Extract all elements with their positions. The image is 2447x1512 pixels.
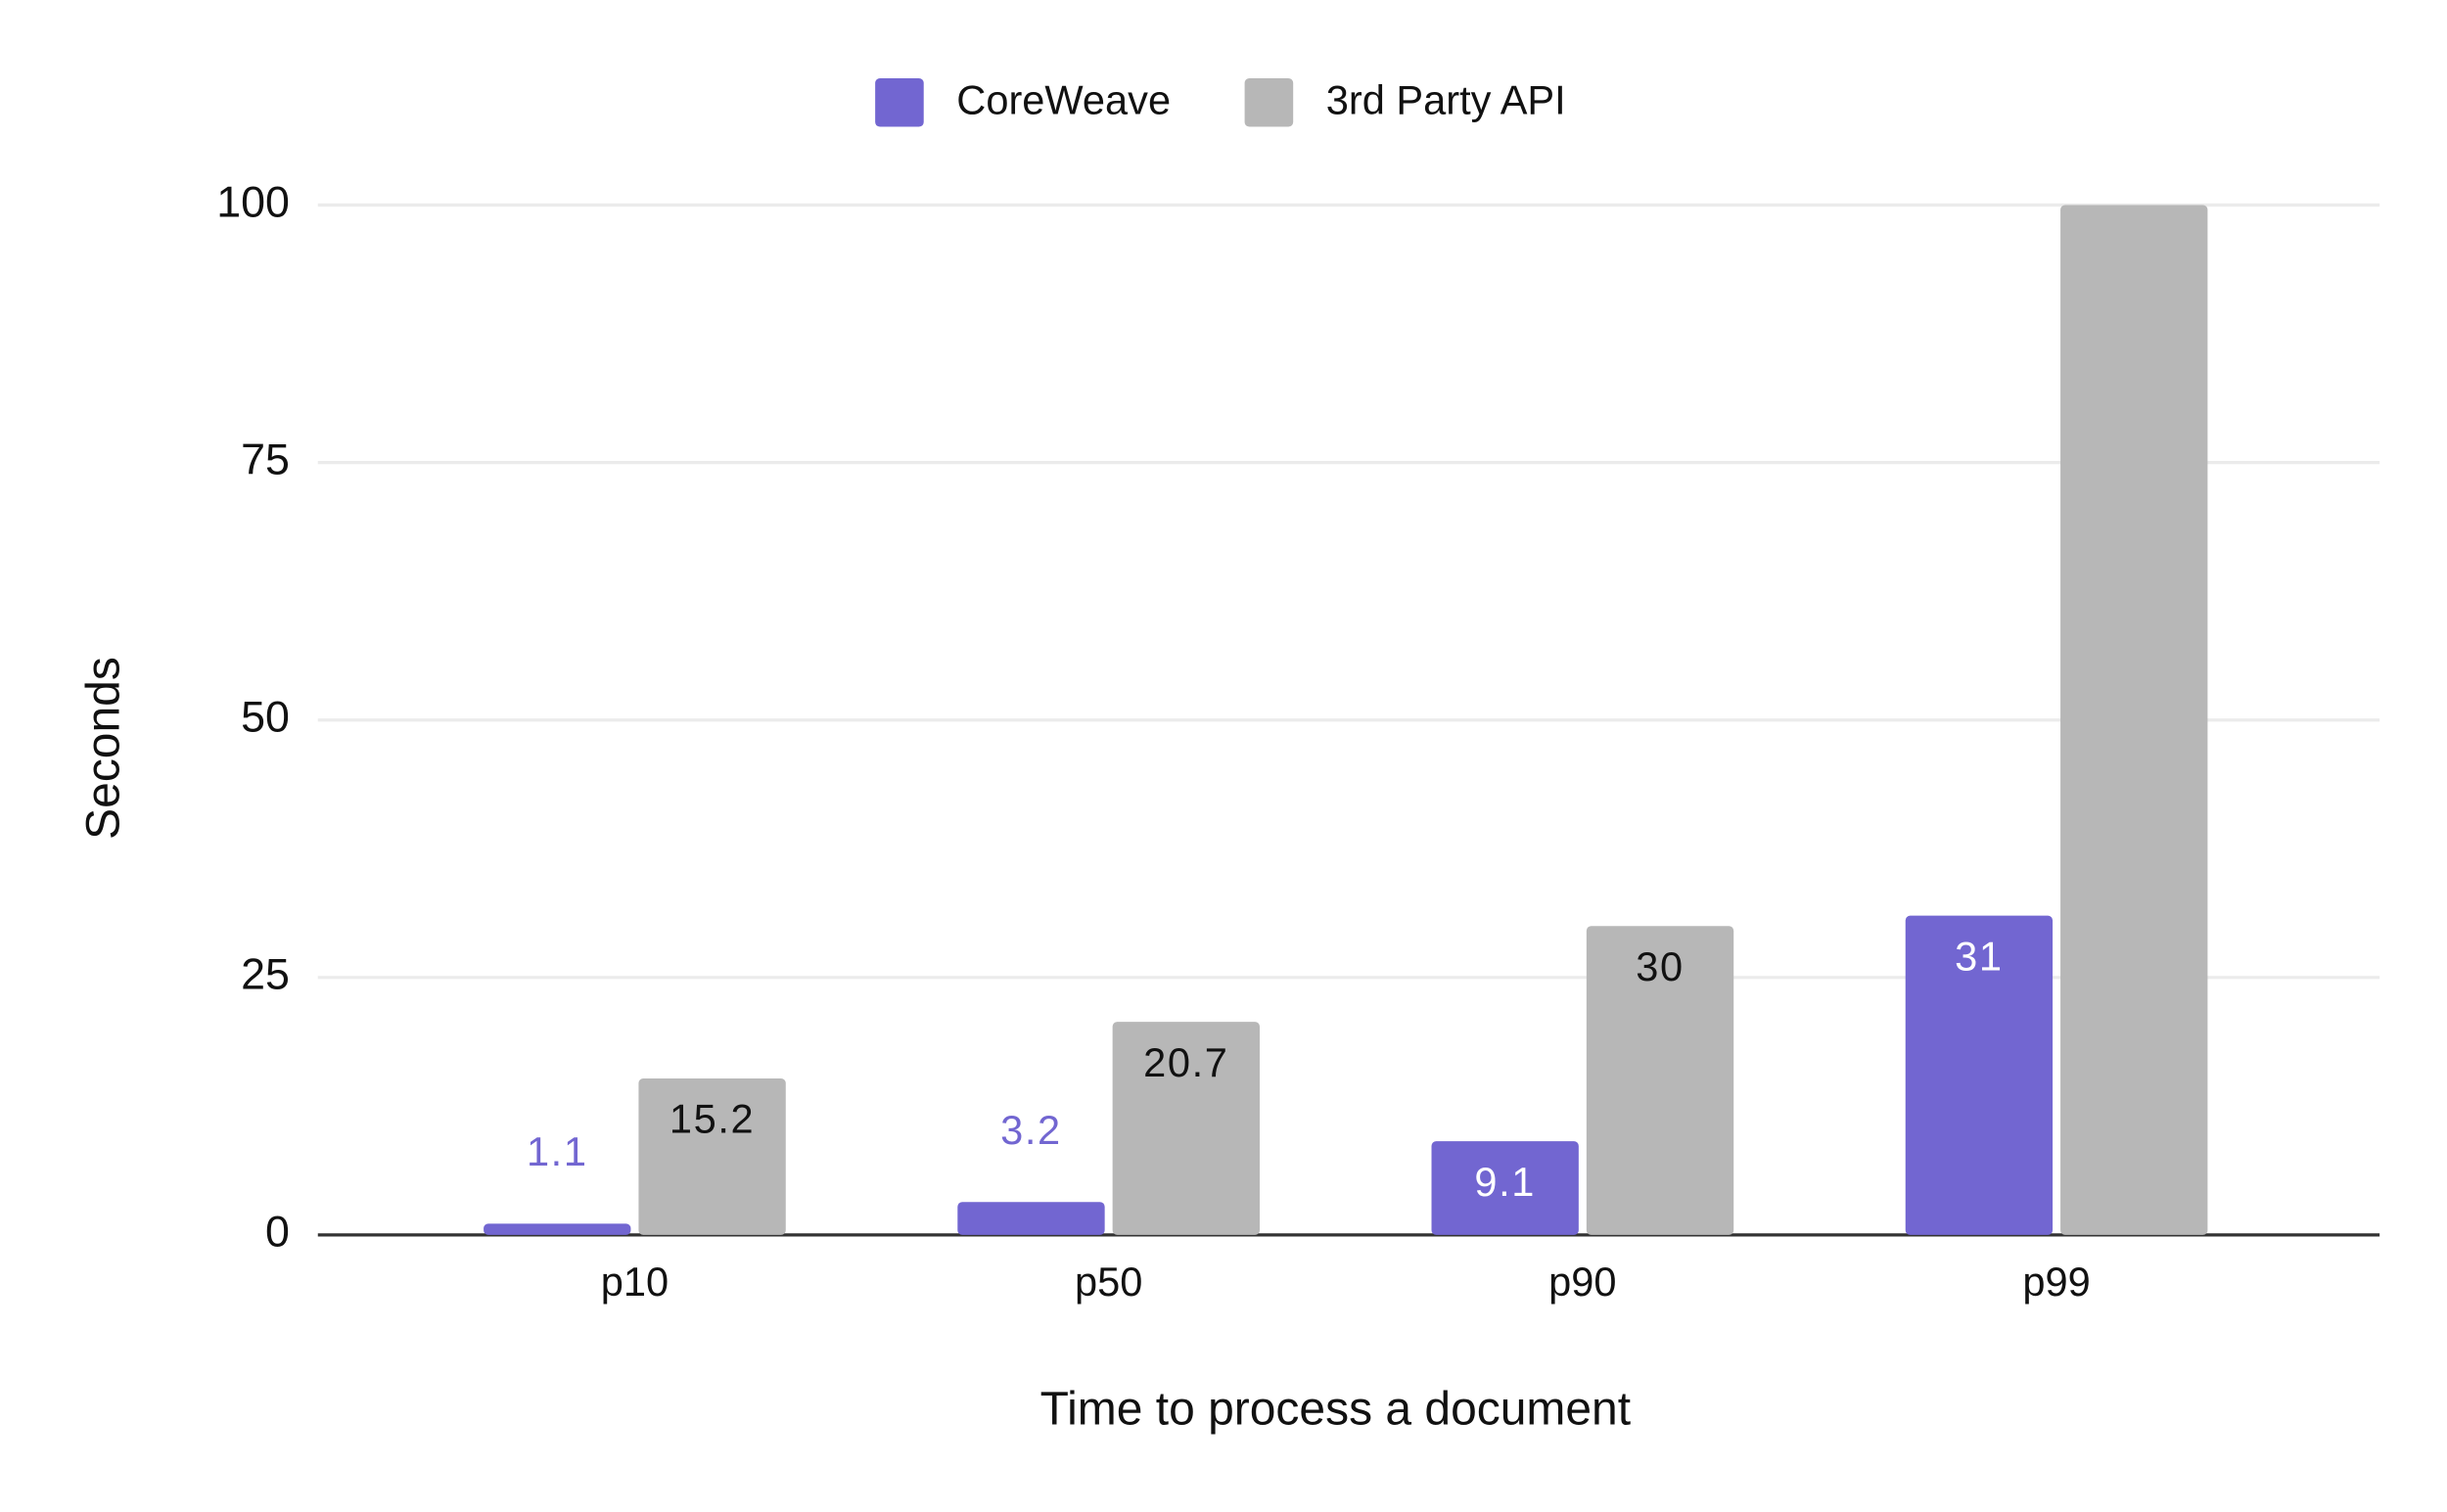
bar: [1586, 926, 1734, 1235]
legend-label: CoreWeave: [956, 77, 1171, 123]
data-label: 1.1: [527, 1128, 588, 1174]
bar: [2060, 205, 2208, 1235]
bar: [1431, 1141, 1579, 1235]
legend-swatch: [1244, 77, 1294, 127]
legend-label: 3rd Party API: [1326, 77, 1566, 123]
data-label: 3.2: [1000, 1107, 1062, 1153]
data-label: 20.7: [1143, 1039, 1228, 1085]
bar: [1112, 1022, 1260, 1235]
y-tick-label: 25: [241, 950, 290, 999]
x-tick-label: p99: [2022, 1259, 2090, 1305]
legend-swatch: [875, 77, 924, 127]
data-label: 9.1: [1474, 1159, 1536, 1205]
y-tick-label: 50: [241, 693, 290, 742]
y-tick-label: 100: [216, 177, 290, 226]
data-label: 30: [1636, 943, 1684, 989]
data-label: 31: [1955, 933, 2003, 979]
bar: [1905, 915, 2054, 1235]
x-axis-label: Time to process a document: [1040, 1383, 1631, 1435]
data-label: 15.2: [669, 1096, 755, 1142]
y-axis-label: Seconds: [78, 657, 130, 840]
x-tick-label: p50: [1075, 1259, 1142, 1305]
y-tick-label: 75: [241, 435, 290, 483]
bar: [484, 1223, 631, 1235]
bar: [957, 1202, 1105, 1235]
x-tick-label: p90: [1548, 1259, 1616, 1305]
y-tick-label: 0: [265, 1208, 290, 1257]
bar: [638, 1077, 786, 1235]
x-tick-label: p10: [601, 1259, 669, 1305]
